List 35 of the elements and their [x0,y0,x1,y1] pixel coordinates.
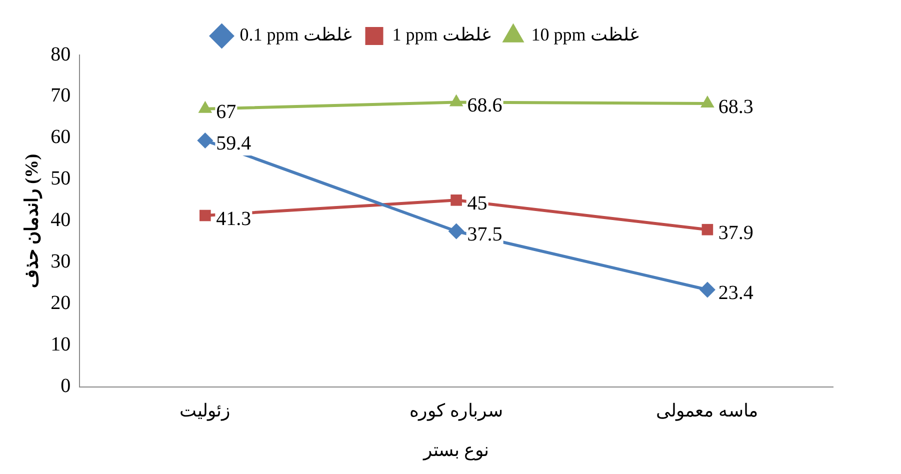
point [448,223,464,240]
data-label: 59.4 [216,132,252,155]
x-tick-label: ماسه معمولی [656,400,759,422]
legend-label: 1 ppm غلظت [392,24,490,45]
point [699,282,716,298]
x-tick-label: زئولیت [180,400,231,422]
x-axis-title: نوع بستر [422,440,490,461]
data-label: 68.6 [467,94,502,117]
y-tick-label: 10 [50,334,71,356]
data-label: 67 [216,101,236,124]
data-label: 37.5 [467,224,502,246]
y-tick-label: 0 [60,375,71,398]
y-axis-title: راندمان حذف (%) [21,154,42,288]
point [450,194,462,206]
point [700,96,714,108]
y-tick-label: 60 [50,126,71,148]
legend-label: 0.1 ppm غلظت [240,24,352,45]
y-tick-label: 20 [50,292,71,314]
y-tick-label: 50 [50,168,71,190]
point [198,100,212,113]
data-label: 68.3 [718,96,754,118]
point [702,224,714,236]
y-tick-label: 70 [50,84,71,107]
data-label: 41.3 [216,208,252,230]
data-label: 37.9 [718,222,754,244]
legend-label: 10 ppm غلظت [531,24,638,45]
point [197,132,214,148]
x-tick-label: سرباره کوره [410,400,504,422]
y-tick-label: 40 [50,209,71,232]
data-label: 23.4 [718,282,754,304]
data-label: 45 [467,192,488,214]
point [200,210,211,222]
point [449,94,464,106]
y-tick-label: 30 [50,250,71,273]
y-tick-label: 80 [50,43,71,66]
